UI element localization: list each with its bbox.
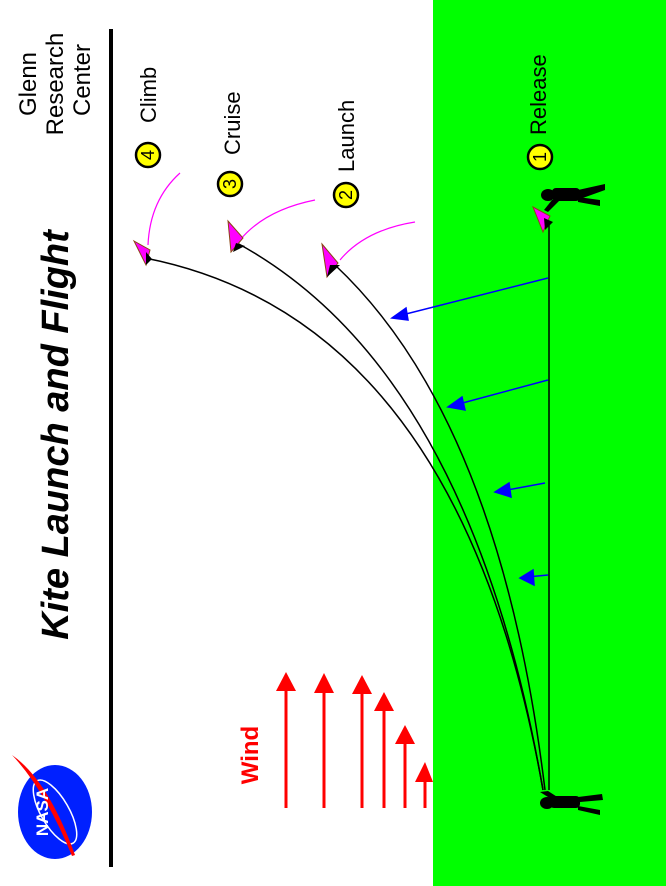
tow-lines <box>144 225 550 791</box>
kite-release-icon <box>532 205 553 234</box>
stage-number-1: 1 <box>530 152 550 162</box>
person-handler-icon <box>540 791 603 815</box>
tow-line-launch <box>334 264 546 791</box>
divider-line <box>109 29 113 867</box>
wind-label: Wind <box>237 726 264 784</box>
tow-line-cruise <box>236 242 544 791</box>
page-title: Kite Launch and Flight <box>35 229 77 640</box>
nasa-logo: NASA <box>12 755 92 859</box>
force-arrows <box>390 277 549 587</box>
stage-badge-3 <box>216 170 244 198</box>
kite-trails <box>147 172 416 261</box>
stage-number-2: 2 <box>336 190 356 200</box>
stage-badge-1 <box>526 143 554 171</box>
stage-badge-4 <box>134 141 162 169</box>
stage-label-climb: Climb <box>136 67 161 123</box>
stage-climb: 4 Climb <box>134 67 162 169</box>
stage-label-launch: Launch <box>334 100 359 172</box>
kite-climb-icon <box>132 239 152 267</box>
logo-text: NASA <box>33 788 52 836</box>
stage-label-cruise: Cruise <box>220 91 245 155</box>
stage-release: 1 Release <box>526 54 554 171</box>
kites <box>132 205 553 279</box>
stage-number-3: 3 <box>220 179 240 189</box>
tow-line-climb <box>144 257 544 791</box>
org-line-3: Center <box>69 44 96 116</box>
stage-launch: 2 Launch <box>332 100 360 209</box>
org-line-1: Glenn <box>15 52 42 116</box>
stage-cruise: 3 Cruise <box>216 91 245 198</box>
org-line-2: Research <box>42 33 69 136</box>
kite-launch-icon <box>321 242 340 279</box>
stage-badge-2 <box>332 181 360 209</box>
stage-number-4: 4 <box>138 150 158 160</box>
stage-label-release: Release <box>526 54 551 135</box>
wind-arrows <box>276 672 433 808</box>
person-helper-icon <box>541 184 605 212</box>
kite-cruise-icon <box>227 219 245 254</box>
